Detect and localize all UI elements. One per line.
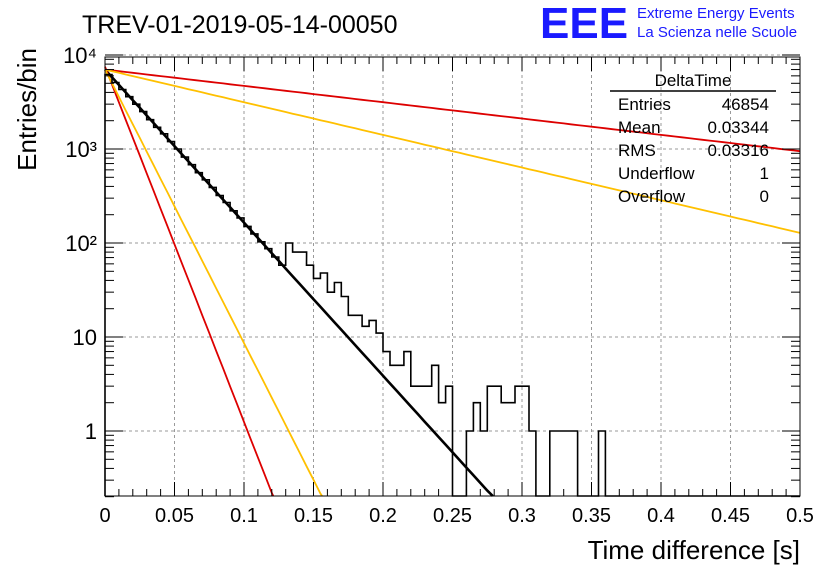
stats-value: 1 [760, 164, 769, 183]
y-axis-label: Entries/bin [12, 48, 42, 171]
x-tick-label: 0 [99, 505, 110, 527]
x-axis-label: Time difference [s] [588, 535, 800, 565]
stats-label: RMS [618, 141, 656, 160]
logo-line-1: Extreme Energy Events [637, 5, 795, 22]
grid [104, 54, 801, 496]
y-tick-label: 1 [85, 419, 97, 444]
eee-logo-mark: EEE [540, 0, 628, 48]
stats-label: Underflow [618, 164, 695, 183]
y-tick-label: 10² [65, 231, 97, 256]
y-tick-labels: 1 10 10² 10³ 10⁴ [63, 43, 97, 444]
y-tick-label: 10³ [65, 137, 97, 162]
fit-curve [104, 68, 801, 234]
stats-label: Entries [618, 95, 671, 114]
y-tick-label: 10 [73, 325, 97, 350]
x-tick-label: 0.05 [155, 505, 194, 527]
logo-line-2: La Scienza nelle Scuole [637, 24, 797, 41]
stats-box: DeltaTime Entries 46854 Mean 0.03344 RMS 0.03… [610, 71, 776, 206]
fit-curve [104, 69, 323, 497]
axis-ticks [104, 54, 801, 498]
x-tick-label: 0.45 [711, 505, 750, 527]
x-tick-label: 0.1 [230, 505, 258, 527]
x-tick-label: 0.4 [647, 505, 675, 527]
chart-title: TREV-01-2019-05-14-00050 [82, 11, 397, 39]
stats-value: 0 [760, 187, 769, 206]
y-tick-label: 10⁴ [63, 43, 97, 68]
stats-value: 0.03344 [708, 118, 769, 137]
x-tick-label: 0.15 [294, 505, 333, 527]
x-tick-label: 0.35 [572, 505, 611, 527]
fit-curve [104, 66, 275, 497]
x-tick-label: 0.3 [508, 505, 536, 527]
stats-label: Overflow [618, 187, 686, 206]
stats-value: 46854 [722, 95, 769, 114]
stats-title: DeltaTime [655, 71, 732, 90]
stats-value: 0.03316 [708, 141, 769, 160]
stats-label: Mean [618, 118, 661, 137]
x-tick-labels: 0 0.05 0.1 0.15 0.2 0.25 0.3 0.35 0.4 0.45 0.5 [99, 505, 813, 527]
x-tick-label: 0.25 [433, 505, 472, 527]
x-tick-label: 0.2 [369, 505, 397, 527]
x-tick-label: 0.5 [786, 505, 814, 527]
eee-logo: EEE Extreme Energy Events La Scienza nel… [540, 0, 797, 48]
fit-curve [104, 68, 801, 153]
